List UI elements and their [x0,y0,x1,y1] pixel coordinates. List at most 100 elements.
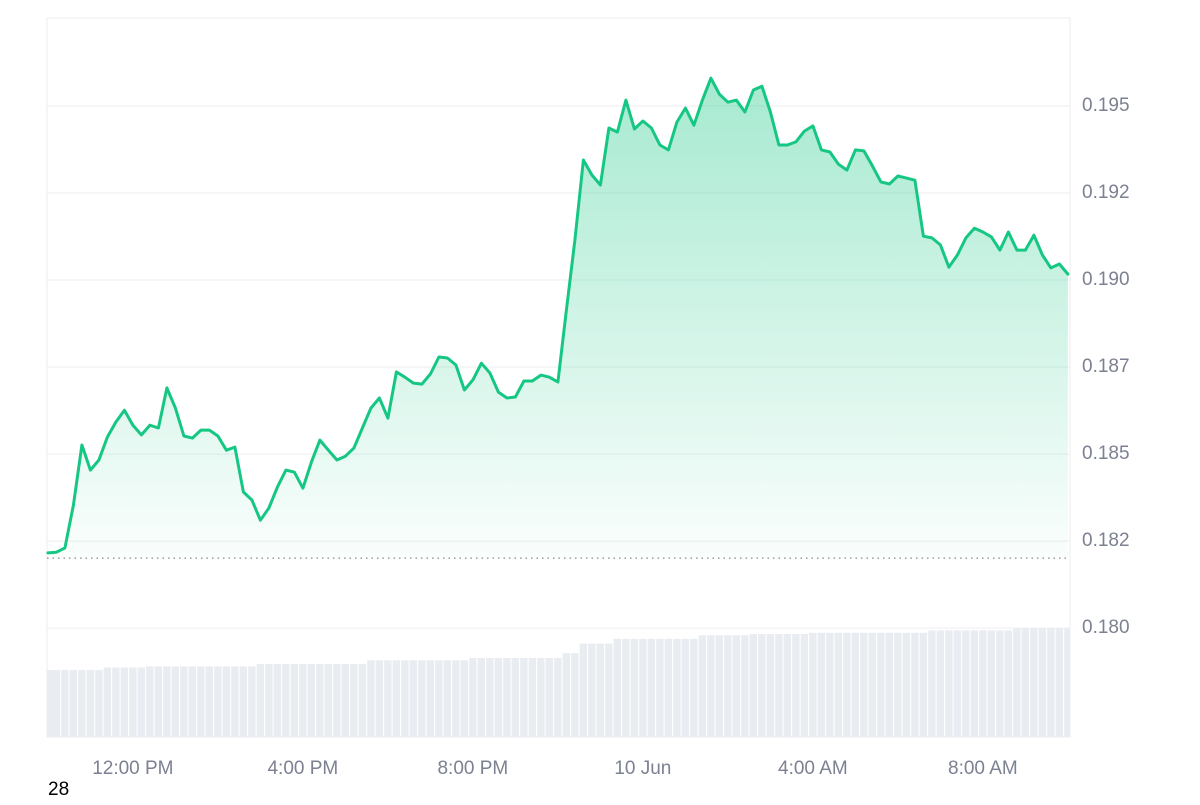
volume-bar [588,643,596,737]
volume-bar [834,632,843,737]
volume-bar [409,660,418,737]
volume-bar [265,663,273,737]
volume-bar [392,660,401,737]
volume-bar [953,630,962,737]
volume-bar [214,666,222,737]
volume-bar [1047,628,1055,737]
volume-bar [911,632,919,737]
volume-bar [112,667,120,737]
volume-bar [690,638,698,737]
volume-bar [843,632,851,737]
volume-bar [273,663,282,737]
volume-bar [698,635,707,737]
volume-bar [545,657,554,737]
volume-bar [443,660,452,737]
volume-bar [1030,628,1038,737]
volume-bar [630,638,639,737]
footer-text: 28 [48,779,69,800]
volume-bar [1038,628,1047,737]
volume-bar [554,657,562,737]
volume-bar [1064,628,1071,737]
volume-bar [469,657,477,737]
volume-bar [894,632,902,737]
volume-bar [902,632,911,737]
volume-bar [61,669,69,737]
volume-bar [724,635,732,737]
volume-bar [741,635,749,737]
volume-bar [945,630,953,737]
volume-bar [401,660,409,737]
volume-bar [622,638,630,737]
volume-bar [877,632,885,737]
x-tick-label: 4:00 AM [778,758,848,779]
volume-bar [435,660,443,737]
volume-bar [579,643,588,737]
volume-bar [792,633,800,737]
volume-bar [537,657,545,737]
volume-bar [758,633,766,737]
volume-bar [783,633,792,737]
volume-bar [766,633,775,737]
volume-bar [324,663,333,737]
volume-bar [333,663,341,737]
volume-bar [503,657,511,737]
volume-bar [367,660,375,737]
volume-bar [681,638,690,737]
volume-bar [605,643,613,737]
volume-bar [205,666,214,737]
volume-bar [936,630,945,737]
volume-bar [418,660,426,737]
volume-bar [851,632,860,737]
volume-bar [350,663,358,737]
volume-bar [962,630,970,737]
volume-bar [222,666,231,737]
volume-bar [163,666,171,737]
x-tick-label: 8:00 PM [437,758,508,779]
volume-bar [1055,628,1064,737]
volume-bar [282,663,290,737]
volume-bar [486,657,494,737]
x-tick-label: 10 Jun [614,758,671,779]
volume-bar [103,667,112,737]
volume-bar [239,666,248,737]
volume-bar [562,653,571,737]
volume-bar [1013,628,1021,737]
volume-bar [384,660,392,737]
volume-bar [188,666,197,737]
x-tick-label: 8:00 AM [948,758,1018,779]
volume-bar [919,632,928,737]
volume-bar [596,643,605,737]
volume-bar [520,657,528,737]
volume-bar [528,657,537,737]
y-tick-label: 0.180 [1082,617,1130,638]
volume-bar [749,633,758,737]
volume-bar [732,635,741,737]
x-tick-label: 12:00 PM [92,758,173,779]
price-area [47,78,1068,559]
volume-bar [299,663,307,737]
volume-bar [290,663,299,737]
y-tick-label: 0.192 [1082,182,1130,203]
volume-bar [358,663,367,737]
volume-bar [817,632,826,737]
volume-bar [78,669,86,737]
volume-bar [970,630,979,737]
volume-bar [885,632,894,737]
volume-bar [1021,628,1030,737]
volume-bar [826,632,834,737]
volume-bar [231,666,239,737]
volume-bar [996,630,1004,737]
volume-bar [979,630,987,737]
volume-bar [197,666,205,737]
volume-bar [987,630,996,737]
volume-bar [95,669,103,737]
volume-bar [775,633,783,737]
price-line [46,76,1070,555]
volume-bar [1004,630,1013,737]
volume-bar [256,663,265,737]
volume-bar [129,667,137,737]
volume-bar [171,666,180,737]
volume-bar [664,638,673,737]
volume-bar [341,663,350,737]
